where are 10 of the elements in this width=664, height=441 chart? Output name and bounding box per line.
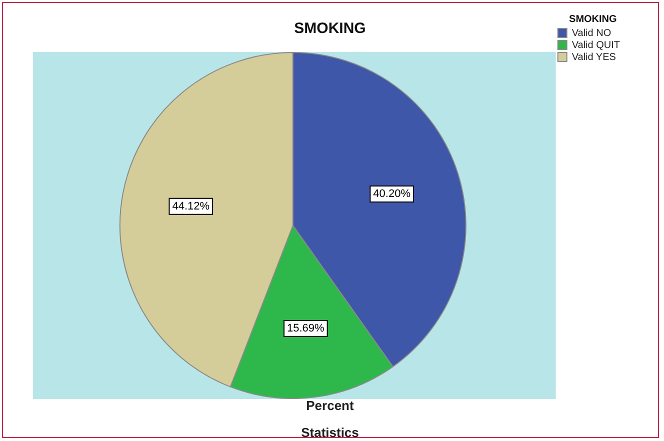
legend-title: SMOKING: [569, 14, 618, 25]
text: Statistics: [300, 425, 360, 440]
legend-label: Valid YES: [572, 52, 616, 63]
chart-title: SMOKING: [294, 20, 366, 38]
data-label: 40.20%: [373, 188, 411, 200]
legend-label: Valid NO: [572, 28, 612, 39]
text: Percent: [305, 398, 355, 413]
data-label: 44.12%: [172, 200, 210, 212]
data-label: 15.69%: [287, 322, 325, 335]
legend-label: Valid QUIT: [572, 40, 620, 51]
